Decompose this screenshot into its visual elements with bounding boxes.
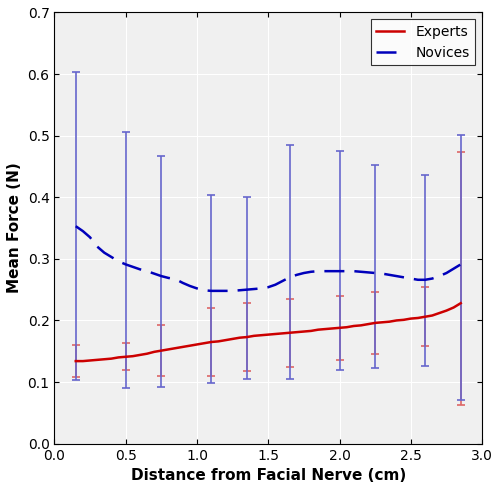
Experts <box>216 339 222 344</box>
Novices <box>222 288 228 294</box>
Novices <box>458 262 464 268</box>
Experts <box>415 315 421 321</box>
Line: Experts: Experts <box>76 303 460 361</box>
Experts <box>166 346 172 352</box>
Experts <box>72 358 78 364</box>
Novices <box>72 223 78 229</box>
Y-axis label: Mean Force (N): Mean Force (N) <box>7 163 22 294</box>
Experts <box>116 354 121 360</box>
Novices <box>116 258 121 264</box>
Experts <box>144 351 150 357</box>
Experts <box>458 300 464 306</box>
Novices <box>144 268 150 274</box>
Experts <box>450 305 456 311</box>
Novices <box>422 277 428 283</box>
Novices <box>166 275 172 281</box>
Line: Novices: Novices <box>76 226 460 291</box>
Novices <box>208 288 214 294</box>
Legend: Experts, Novices: Experts, Novices <box>371 20 475 66</box>
Novices <box>450 266 456 271</box>
X-axis label: Distance from Facial Nerve (cm): Distance from Facial Nerve (cm) <box>130 468 406 483</box>
